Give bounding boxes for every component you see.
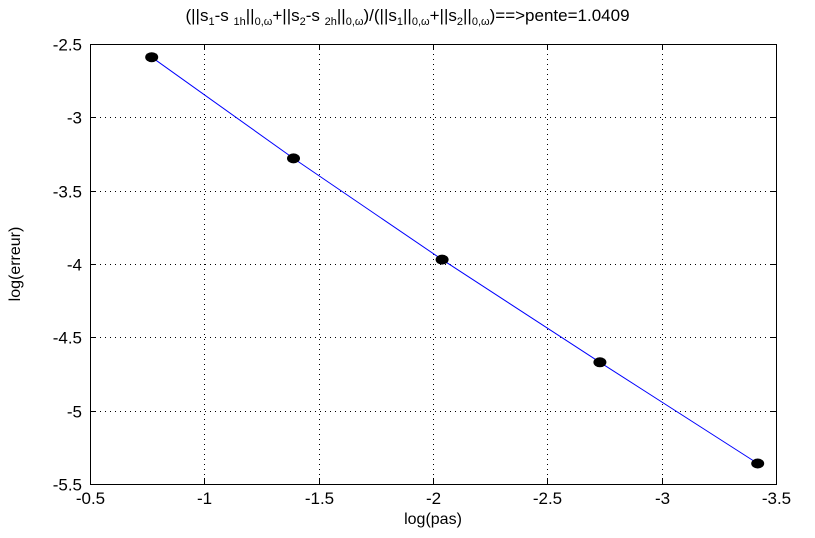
series xyxy=(145,52,765,469)
x-tick-label: -2 xyxy=(426,489,441,508)
title-text: (||s xyxy=(185,6,209,25)
title-subscript: 0,ω xyxy=(471,16,490,28)
title-subscript: 1 xyxy=(208,16,215,28)
title-subscript: 0,ω xyxy=(345,16,364,28)
x-tick-label: -1 xyxy=(197,489,212,508)
y-tick-label: -3 xyxy=(67,109,82,128)
data-point xyxy=(435,254,449,265)
title-subscript: 0,ω xyxy=(411,16,430,28)
chart-title: (||s1-s 1h||0,ω+||s2-s 2h||0,ω)/(||s1||0… xyxy=(0,6,815,28)
title-text: )==>pente=1.0409 xyxy=(489,6,630,25)
plot-frame xyxy=(90,44,777,485)
x-tick-labels: -0.5 -1 -1.5 -2 -2.5 -3 -3.5 xyxy=(76,489,791,508)
title-text: || xyxy=(403,6,412,25)
x-tick-label: -3 xyxy=(655,489,670,508)
title-text: -s xyxy=(214,6,234,25)
data-point xyxy=(751,458,765,469)
title-text: || xyxy=(463,6,472,25)
y-tick-label: -2.5 xyxy=(53,36,82,55)
title-text: || xyxy=(245,6,255,25)
title-text: -s xyxy=(305,6,325,25)
data-point xyxy=(593,357,607,368)
y-axis-label: log(erreur) xyxy=(7,227,24,302)
title-text: +||s xyxy=(272,6,300,25)
data-point xyxy=(145,52,159,63)
y-tick-label: -5.5 xyxy=(53,476,82,495)
y-tick-label: -4 xyxy=(67,256,82,275)
y-tick-label: -5 xyxy=(67,403,82,422)
title-subscript: 2 xyxy=(456,16,463,28)
title-subscript: 2 xyxy=(299,16,306,28)
grid xyxy=(90,44,776,484)
title-text: )/(||s xyxy=(363,6,397,25)
title-text: || xyxy=(336,6,346,25)
y-tick-labels: -2.5 -3 -3.5 -4 -4.5 -5 -5.5 xyxy=(53,36,82,495)
data-point xyxy=(287,153,300,164)
title-subscript: 2h xyxy=(324,16,337,28)
x-tick-label: -0.5 xyxy=(76,489,105,508)
title-subscript: 1 xyxy=(396,16,403,28)
title-text: +||s xyxy=(429,6,457,25)
x-tick-label: -2.5 xyxy=(533,489,562,508)
x-tick-label: -3.5 xyxy=(762,489,791,508)
x-axis-label: log(pas) xyxy=(404,511,462,528)
y-tick-label: -3.5 xyxy=(53,183,82,202)
title-subscript: 1h xyxy=(233,16,246,28)
title-subscript: 0,ω xyxy=(254,16,273,28)
y-tick-label: -4.5 xyxy=(53,329,82,348)
x-tick-label: -1.5 xyxy=(305,489,334,508)
